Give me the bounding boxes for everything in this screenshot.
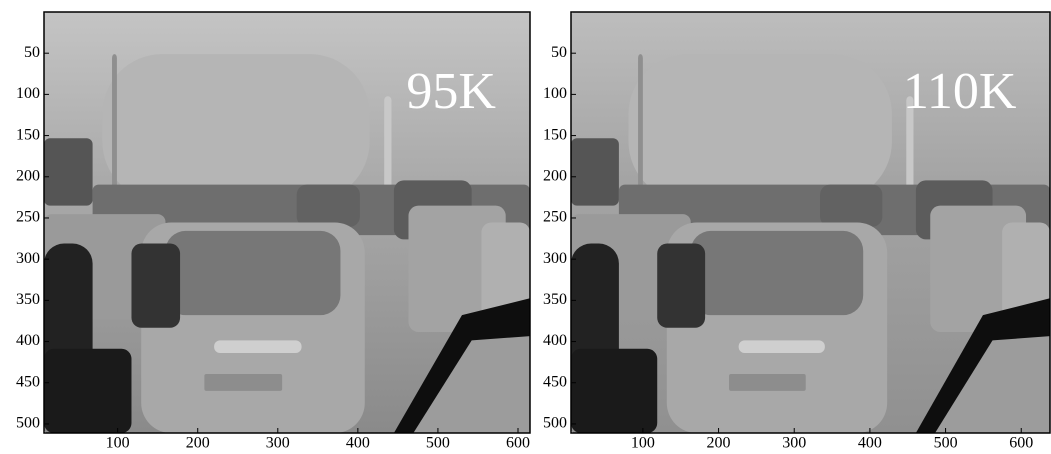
x-tick-label: 200 xyxy=(707,435,731,452)
image-shape xyxy=(166,231,341,315)
image-shape xyxy=(44,138,93,205)
image-shape xyxy=(571,349,657,433)
y-tick-label: 350 xyxy=(16,291,40,308)
x-tick-label: 400 xyxy=(346,435,370,452)
image-shape xyxy=(628,54,891,201)
y-tick-label: 400 xyxy=(16,332,40,349)
x-tick-label: 300 xyxy=(782,435,806,452)
annotation: 95K xyxy=(406,63,496,120)
image-shape xyxy=(691,231,863,315)
y-tick-label: 150 xyxy=(543,126,567,143)
y-tick-label: 200 xyxy=(16,167,40,184)
image-shape xyxy=(44,349,131,433)
x-tick-label: 100 xyxy=(106,435,130,452)
y-tick-label: 50 xyxy=(551,44,567,61)
y-tick-label: 300 xyxy=(16,250,40,267)
y-tick-label: 100 xyxy=(543,85,567,102)
y-tick-label: 350 xyxy=(543,291,567,308)
x-tick-label: 400 xyxy=(858,435,882,452)
image-panel: 110K 100 200 300 400 500 600 50 100 150 200 250 300 3… xyxy=(543,12,1050,452)
y-tick-label: 100 xyxy=(16,85,40,102)
annotation: 110K xyxy=(903,63,1017,120)
image-shape xyxy=(739,340,825,353)
image-shape xyxy=(102,54,369,201)
y-tick-label: 250 xyxy=(16,209,40,226)
y-tick-label: 450 xyxy=(16,373,40,390)
x-tick-label: 500 xyxy=(934,435,958,452)
y-tick-label: 500 xyxy=(543,415,567,432)
y-tick-label: 500 xyxy=(16,415,40,432)
y-tick-label: 250 xyxy=(543,209,567,226)
x-tick-label: 600 xyxy=(1009,435,1033,452)
y-tick-label: 50 xyxy=(24,44,40,61)
y-tick-label: 400 xyxy=(543,332,567,349)
y-tick-label: 150 xyxy=(16,126,40,143)
image-shape xyxy=(131,244,180,328)
x-tick-label: 500 xyxy=(426,435,450,452)
x-tick-label: 300 xyxy=(266,435,290,452)
y-tick-label: 450 xyxy=(543,373,567,390)
image-panel: 95K 100 200 300 400 500 600 50 100 150 200 250 300 35… xyxy=(16,12,530,452)
x-tick-label: 100 xyxy=(631,435,655,452)
x-tick-label: 600 xyxy=(506,435,530,452)
image-shape xyxy=(204,374,282,391)
y-tick-label: 300 xyxy=(543,250,567,267)
y-tick-label: 200 xyxy=(543,167,567,184)
figure: 95K 100 200 300 400 500 600 50 100 150 200 250 300 35… xyxy=(0,0,1051,454)
image-shape xyxy=(657,244,705,328)
x-tick-label: 200 xyxy=(186,435,210,452)
image-shape xyxy=(214,340,301,353)
image-shape xyxy=(297,185,360,227)
image-shape xyxy=(571,138,619,205)
image-shape xyxy=(729,374,806,391)
image-shape xyxy=(820,185,882,227)
